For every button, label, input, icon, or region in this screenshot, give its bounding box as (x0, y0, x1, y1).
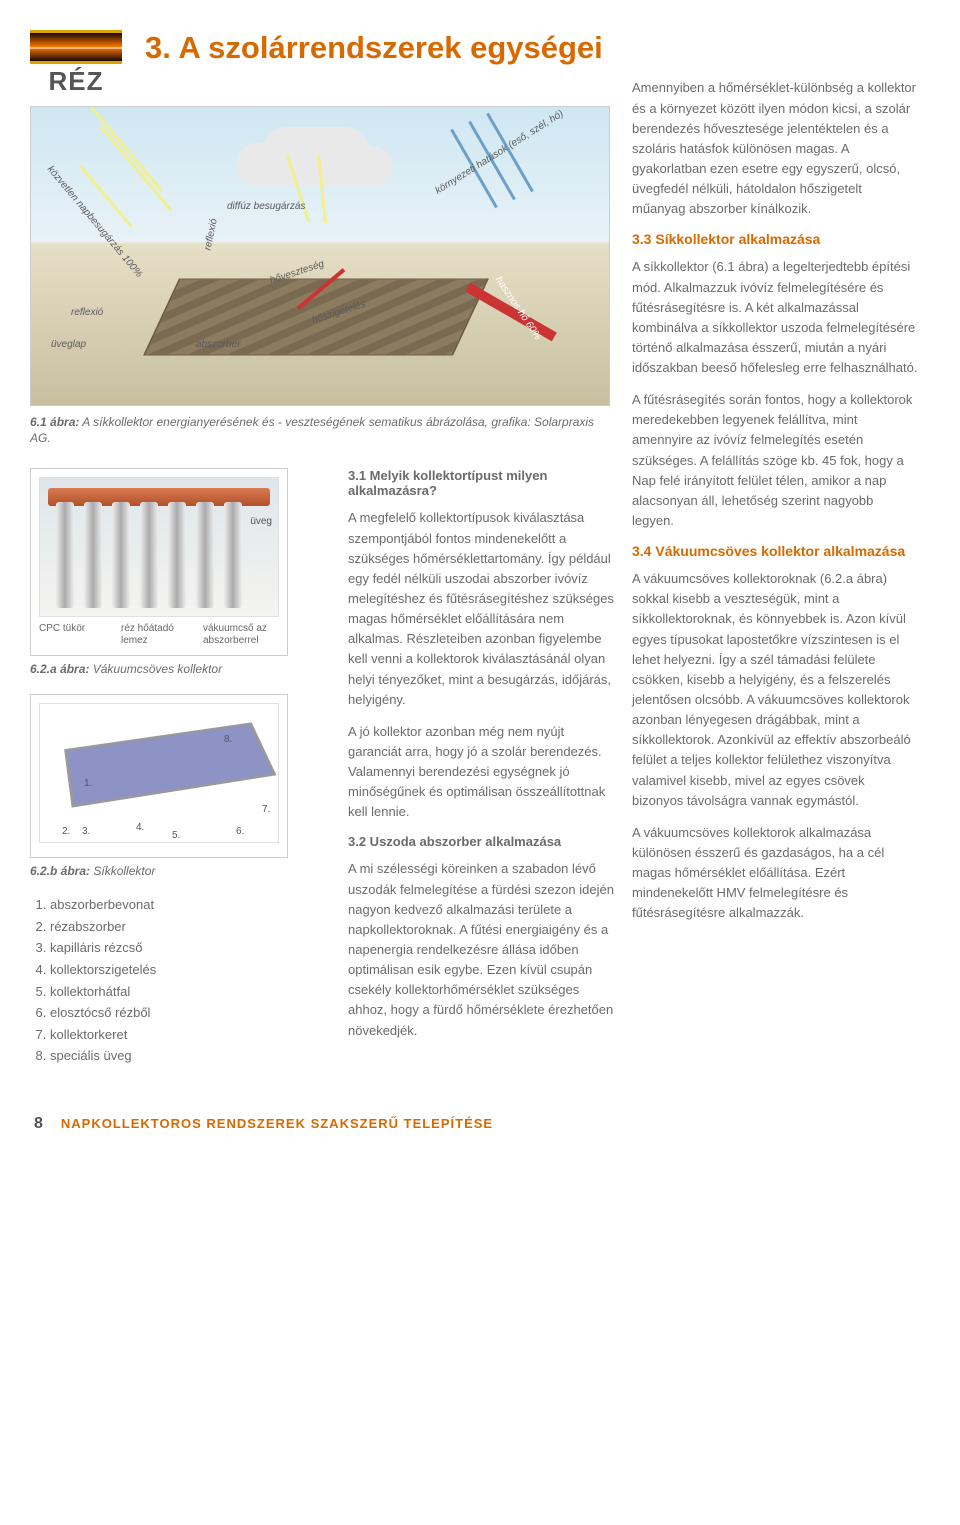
label-reflex-1: reflexió (71, 307, 103, 318)
legend-item: kollektorhátfal (50, 983, 330, 1001)
figure-6-2-a-caption: 6.2.a ábra: Vákuumcsöves kollektor (30, 662, 330, 676)
caption-label: 6.1 ábra: (30, 415, 79, 429)
flat-panel-graphic (64, 723, 276, 808)
section-3-4-heading: 3.4 Vákuumcsöves kollektor alkalmazása (632, 543, 918, 559)
legend-item: kollektorkeret (50, 1026, 330, 1044)
label-reflex-2: reflexió (202, 218, 219, 252)
paragraph: A fűtésrásegítés során fontos, hogy a ko… (632, 390, 918, 531)
num-8: 8. (224, 734, 232, 745)
paragraph: A vákuumcsöves kollektoroknak (6.2.a ábr… (632, 569, 918, 811)
num-2: 2. (62, 826, 70, 837)
figure-6-2-a: üveg CPC tükör réz hőátadó lemez vákuumc… (30, 468, 288, 656)
paragraph: Amennyiben a hőmérséklet-különbség a kol… (632, 78, 918, 219)
label-env: környezeti hatások (eső, szél, hó) (433, 108, 565, 196)
legend-item: abszorberbevonat (50, 896, 330, 914)
label-vak: vákuumcső az abszorberrel (203, 623, 279, 647)
num-5: 5. (172, 830, 180, 841)
num-3: 3. (82, 826, 90, 837)
caption-text: Vákuumcsöves kollektor (93, 662, 222, 676)
right-column: Amennyiben a hőmérséklet-különbség a kol… (632, 78, 918, 1068)
num-4: 4. (136, 822, 144, 833)
page-footer: 8 NAPKOLLEKTOROS RENDSZEREK SZAKSZERŰ TE… (30, 1101, 930, 1161)
figure-6-1: közvetlen napbesugárzás 100% diffúz besu… (30, 106, 610, 406)
paragraph: A síkkollektor (6.1 ábra) a legelterjedt… (632, 257, 918, 378)
vacuum-tube (112, 502, 130, 608)
section-3-2-heading: 3.2 Uszoda abszorber alkalmazása (348, 834, 614, 849)
legend-item: speciális üveg (50, 1047, 330, 1065)
figure-6-1-caption: 6.1 ábra: A síkkollektor energianyerésén… (30, 414, 614, 446)
caption-text: A síkkollektor energianyerésének és - ve… (30, 415, 594, 445)
vacuum-tube (168, 502, 186, 608)
legend-item: elosztócső rézből (50, 1004, 330, 1022)
caption-text: Síkkollektor (93, 864, 155, 878)
page: RÉZ 3. A szolárrendszerek egységei közve… (0, 0, 960, 1161)
paragraph: A mi szélességi köreinken a szabadon lév… (348, 859, 614, 1040)
num-6: 6. (236, 826, 244, 837)
content-columns: üveg CPC tükör réz hőátadó lemez vákuumc… (30, 468, 930, 1068)
section-3-1-heading: 3.1 Melyik kollektortípust milyen alkalm… (348, 468, 614, 498)
num-7: 7. (262, 804, 270, 815)
vacuum-tube (224, 502, 242, 608)
page-number: 8 (34, 1115, 43, 1133)
brand-logo: RÉZ (30, 30, 122, 97)
label-diffuse: diffúz besugárzás (227, 201, 305, 212)
label-uveg: üveg (250, 516, 272, 527)
fig-6-2-a-labels: CPC tükör réz hőátadó lemez vákuumcső az… (39, 623, 279, 647)
section-3-3-heading: 3.3 Síkkollektor alkalmazása (632, 231, 918, 247)
vacuum-tube (196, 502, 214, 608)
figure-6-2-b-caption: 6.2.b ábra: Síkkollektor (30, 864, 330, 878)
label-glass: üveglap (51, 339, 86, 350)
fig-6-2-b-art: 1. 2. 3. 4. 5. 6. 7. 8. (39, 703, 279, 843)
logo-text: RÉZ (30, 64, 122, 97)
legend-list: abszorberbevonat rézabszorber kapilláris… (30, 896, 330, 1064)
caption-label: 6.2.a ábra: (30, 662, 89, 676)
paragraph: A megfelelő kollektortípusok kiválasztás… (348, 508, 614, 709)
footer-title: NAPKOLLEKTOROS RENDSZEREK SZAKSZERŰ TELE… (61, 1116, 493, 1131)
page-title: 3. A szolárrendszerek egységei (145, 30, 930, 66)
label-rez: réz hőátadó lemez (121, 623, 197, 647)
num-1: 1. (84, 778, 92, 789)
arrow-sun-1 (89, 106, 162, 192)
paragraph: A jó kollektor azonban még nem nyújt gar… (348, 722, 614, 823)
legend-item: kollektorszigetelés (50, 961, 330, 979)
label-absorber: abszorber (196, 339, 240, 350)
middle-column: 3.1 Melyik kollektortípust milyen alkalm… (348, 468, 614, 1068)
legend-item: rézabszorber (50, 918, 330, 936)
label-cpc: CPC tükör (39, 623, 115, 647)
vacuum-tube (84, 502, 102, 608)
vacuum-tube (56, 502, 74, 608)
caption-label: 6.2.b ábra: (30, 864, 90, 878)
legend-item: kapilláris rézcső (50, 939, 330, 957)
left-column: üveg CPC tükör réz hőátadó lemez vákuumc… (30, 468, 330, 1068)
vacuum-tube (140, 502, 158, 608)
paragraph: A vákuumcsöves kollektorok alkalmazása k… (632, 823, 918, 924)
figure-6-2-b: 1. 2. 3. 4. 5. 6. 7. 8. (30, 694, 288, 858)
fig-6-2-a-art: üveg (39, 477, 279, 617)
logo-graphic (30, 30, 122, 64)
